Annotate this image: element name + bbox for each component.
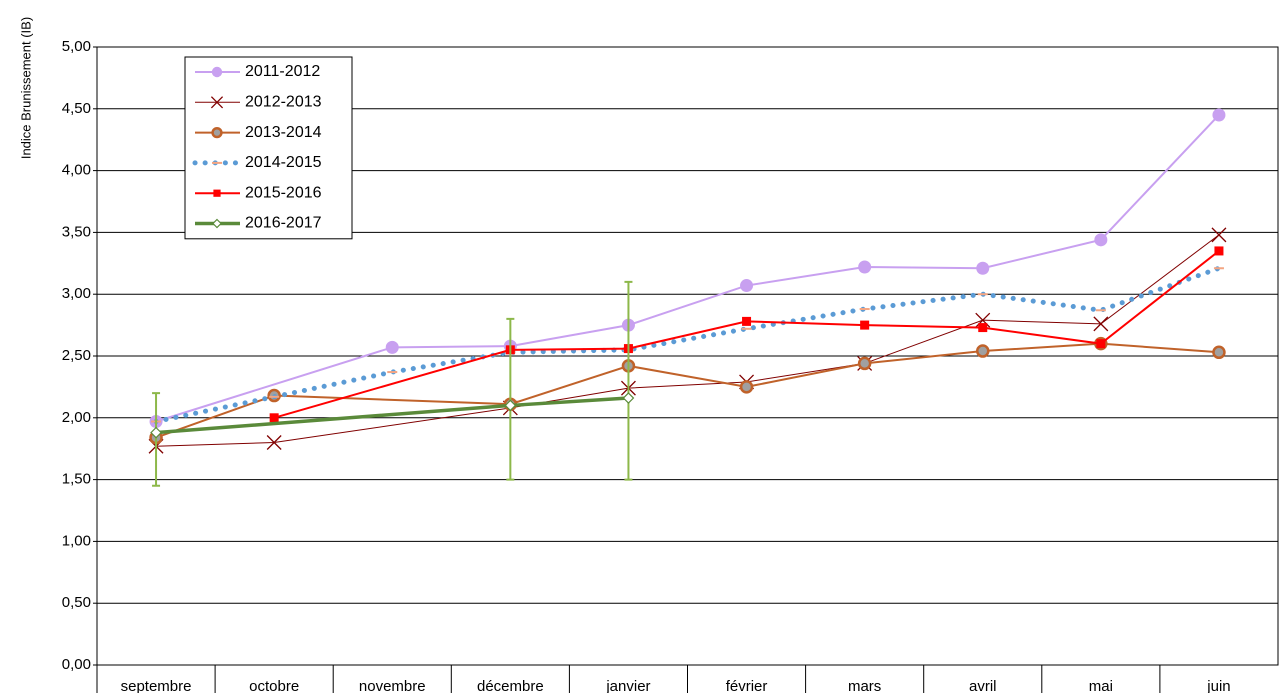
y-axis-label: Indice Brunissement (IB)	[18, 17, 33, 159]
series-line	[153, 265, 1222, 425]
legend-label: 2014-2015	[245, 154, 322, 171]
marker	[1212, 345, 1226, 360]
legend-marker	[210, 96, 224, 109]
x-tick-label: mai	[1089, 678, 1113, 693]
marker	[504, 399, 517, 412]
marker	[858, 260, 872, 274]
error-bar	[506, 317, 515, 481]
x-tick-label: novembre	[359, 678, 426, 693]
x-tick-label: octobre	[249, 678, 299, 693]
series-line	[156, 234, 1220, 447]
y-tick-label: 3,50	[62, 223, 91, 240]
legend-marker	[213, 189, 221, 197]
y-tick-label: 4,00	[62, 162, 91, 179]
x-tick-label: juin	[1206, 678, 1230, 693]
legend-label: 2013-2014	[245, 124, 322, 141]
legend-label: 2012-2013	[245, 94, 322, 111]
legend-box	[184, 56, 353, 240]
y-tick-label: 1,00	[62, 532, 91, 549]
y-tick-label: 4,50	[62, 100, 91, 117]
x-tick-label: février	[726, 678, 768, 693]
marker	[622, 392, 635, 404]
marker	[385, 340, 399, 354]
series-line	[273, 250, 1220, 419]
x-tick-label: septembre	[121, 678, 192, 693]
marker	[860, 320, 870, 330]
y-tick-label: 0,00	[62, 656, 91, 673]
marker	[976, 344, 990, 358]
x-tick-label: décembre	[477, 678, 544, 693]
marker	[269, 413, 279, 423]
legend-marker	[211, 126, 223, 139]
marker	[1214, 246, 1224, 256]
y-tick-label: 5,00	[62, 38, 91, 55]
y-tick-label: 2,50	[62, 347, 91, 364]
x-tick-label: janvier	[605, 678, 650, 693]
y-tick-label: 3,00	[62, 285, 91, 302]
marker	[742, 316, 752, 326]
error-bar	[624, 280, 633, 481]
legend-marker	[211, 66, 223, 78]
marker	[976, 261, 990, 275]
marker	[266, 435, 282, 450]
marker	[1211, 227, 1227, 243]
series-line	[155, 342, 1220, 439]
marker	[975, 312, 991, 328]
marker	[1094, 233, 1108, 247]
y-tick-label: 1,50	[62, 471, 91, 488]
series-line	[155, 396, 629, 435]
legend-label: 2011-2012	[245, 63, 320, 80]
error-bar	[152, 392, 161, 487]
legend-label: 2016-2017	[245, 215, 322, 232]
marker	[1093, 316, 1109, 332]
marker	[978, 323, 988, 333]
y-tick-label: 2,00	[62, 409, 91, 426]
x-tick-label: avril	[969, 678, 997, 693]
legend-label: 2015-2016	[245, 184, 322, 201]
y-tick-label: 0,50	[62, 594, 91, 611]
marker	[1212, 108, 1226, 122]
marker	[150, 426, 162, 439]
x-tick-label: mars	[848, 678, 881, 693]
marker	[857, 356, 872, 371]
legend-marker	[212, 218, 222, 229]
marker	[739, 380, 754, 394]
marker	[1096, 339, 1106, 349]
marker	[740, 279, 754, 293]
